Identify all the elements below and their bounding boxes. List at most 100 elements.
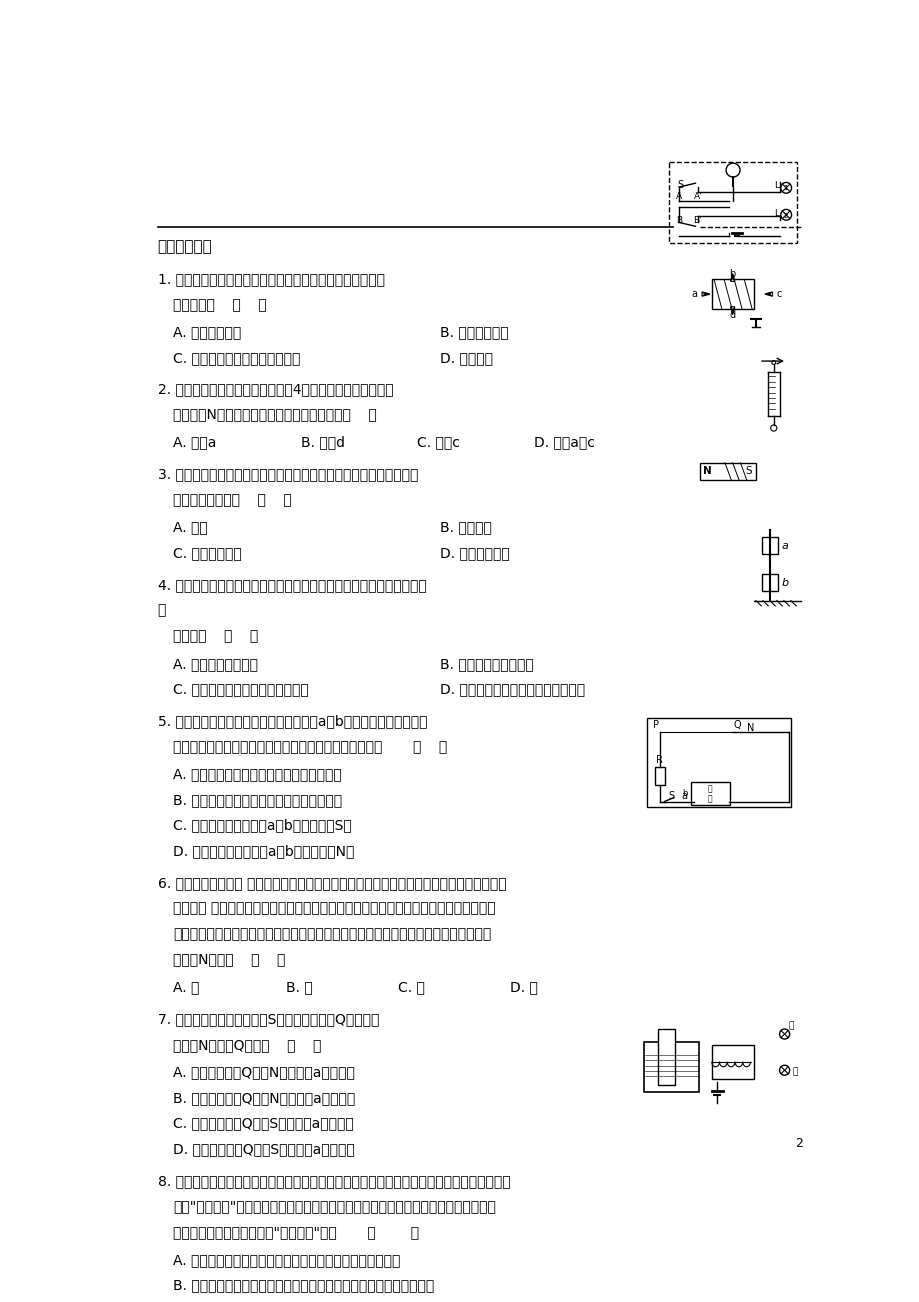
Polygon shape [760,738,764,742]
Circle shape [770,424,776,431]
Text: C. 可能有磁性，也可能没有磁性: C. 可能有磁性，也可能没有磁性 [173,352,301,365]
Text: P: P [652,720,658,729]
Text: A: A [675,191,682,201]
Text: B. 磁针d: B. 磁针d [301,435,345,449]
Text: 2: 2 [794,1137,802,1150]
Text: 2. 如图，在通电螺线管的周围放着4个能够自由转动的小磁针: 2. 如图，在通电螺线管的周围放着4个能够自由转动的小磁针 [157,381,392,396]
Text: C. 通电螺线管的Q端为S极，电源a端为正极: C. 通电螺线管的Q端为S极，电源a端为正极 [173,1116,354,1130]
Text: 游动，并聚集在小水滴北面的边缘。实验中，若把这些细菌中的磁性小体看成小磁针，: 游动，并聚集在小水滴北面的边缘。实验中，若把这些细菌中的磁性小体看成小磁针， [173,927,491,941]
Text: B. 如果物块是带电体，则两物块带同种电荷: B. 如果物块是带电体，则两物块带同种电荷 [173,793,342,807]
Text: D. 磁针a、c: D. 磁针a、c [533,435,594,449]
Text: 1. 把一根钢条靠近磁针的某个磁极时，发现该磁极被吸引，: 1. 把一根钢条靠近磁针的某个磁极时，发现该磁极被吸引， [157,272,384,286]
Text: S: S [744,466,752,477]
Text: N: N [703,466,711,477]
Text: N: N [746,724,754,733]
Text: 绿: 绿 [788,1021,792,1030]
Text: A. 北: A. 北 [173,980,199,995]
Text: D. 通电螺线管的Q端为S极，电源a端为负极: D. 通电螺线管的Q端为S极，电源a端为负极 [173,1142,355,1156]
Bar [761,574,777,591]
Bar [761,538,777,555]
Text: 4. 物理学中用光线来描述光的传播路径，用磁感线来描述磁场，以下说: 4. 物理学中用光线来描述光的传播路径，用磁感线来描述磁场，以下说 [157,578,425,592]
Text: 四、课时导练: 四、课时导练 [157,240,212,254]
Text: Q: Q [732,720,741,729]
Text: B. 逐渐减小: B. 逐渐减小 [440,521,492,534]
Text: C. 西: C. 西 [397,980,425,995]
Text: A. 光线是真实存在的: A. 光线是真实存在的 [173,656,258,671]
Text: S: S [668,792,674,801]
Text: 擦滑动，此时两物块均处于平衡状态。下列推断正确的是       （    ）: 擦滑动，此时两物块均处于平衡状态。下列推断正确的是 （ ） [173,740,447,754]
Text: S: S [676,181,682,190]
Text: A. 通电螺线管的Q端为N极，电源a端为正极: A. 通电螺线管的Q端为N极，电源a端为正极 [173,1065,355,1079]
Polygon shape [730,307,734,315]
Polygon shape [701,292,704,296]
Text: 以下几种情况中，属于这种"等效方法"的是       （        ）: 以下几种情况中，属于这种"等效方法"的是 （ ） [173,1225,419,1240]
Text: A': A' [693,191,701,201]
Circle shape [771,361,775,365]
Polygon shape [760,734,767,742]
Text: C. 先减小再增大: C. 先减小再增大 [173,546,242,560]
Text: b: b [682,789,687,798]
Bar [699,462,755,479]
Text: 7. 如右图所示，当闭合开关S后，通电螺线管Q端附近的: 7. 如右图所示，当闭合开关S后，通电螺线管Q端附近的 [157,1013,379,1026]
Circle shape [778,1029,789,1039]
Text: a: a [681,792,686,801]
Text: 则它的N极指向    （    ）: 则它的N极指向 （ ） [173,953,285,966]
Polygon shape [701,292,709,296]
Bar [654,767,664,785]
Text: C. 如果物块是磁体，则a、b的下端都是S极: C. 如果物块是磁体，则a、b的下端都是S极 [173,819,351,832]
Text: B. 南: B. 南 [285,980,312,995]
Text: d: d [729,310,735,320]
Text: c: c [776,289,781,299]
Polygon shape [730,307,734,310]
Circle shape [780,182,790,193]
Bar [668,163,796,243]
Polygon shape [730,279,734,281]
Text: B: B [675,216,682,225]
Text: 1: 1 [782,185,787,191]
Text: R: R [655,755,663,764]
Bar [657,1030,674,1085]
Text: 6. 经科学家研究发现 在某些细菌的细胞质中有一些磁性小体，它们相当于一个个微小磁针。: 6. 经科学家研究发现 在某些细菌的细胞质中有一些磁性小体，它们相当于一个个微小… [157,876,505,891]
Circle shape [778,1065,789,1075]
Text: a: a [780,540,788,551]
Text: 5. 如图所示，塑料杆固定在绝缘桌面上，a、b两个物块可在杆上无摩: 5. 如图所示，塑料杆固定在绝缘桌面上，a、b两个物块可在杆上无摩 [157,715,426,729]
Polygon shape [764,292,772,296]
Text: 则这根钢条    （    ）: 则这根钢条 （ ） [173,298,267,312]
Bar [647,719,790,807]
Bar [690,783,729,806]
Text: B. 一定没有磁性: B. 一定没有磁性 [440,326,508,340]
Text: 8. 根据作用效果相同的原理，作用在同一个物体上的两个力，我们可以用一个合力来代替它。: 8. 根据作用效果相同的原理，作用在同一个物体上的两个力，我们可以用一个合力来代… [157,1174,510,1189]
Text: b: b [780,578,788,587]
Text: L: L [773,181,777,190]
Text: D. 磁感线描述的磁场不是真实存在的: D. 磁感线描述的磁场不是真实存在的 [440,682,585,697]
Text: L: L [773,208,777,217]
Bar [643,1042,698,1092]
Text: B. 在研究电现象时，用电流产生的效应来研究看不见、摸不着的电流: B. 在研究电现象时，用电流产生的效应来研究看不见、摸不着的电流 [173,1279,434,1292]
Text: D. 无法判断: D. 无法判断 [440,352,493,365]
Text: B. 通电螺线管的Q端为N极，电源a端为负极: B. 通电螺线管的Q端为N极，电源a端为负极 [173,1091,355,1105]
Text: D. 先增大再减小: D. 先增大再减小 [440,546,510,560]
Text: 正确的是    （    ）: 正确的是 （ ） [173,629,258,643]
Text: 小磁针N极转向Q端，则    （    ）: 小磁针N极转向Q端，则 （ ） [173,1038,321,1052]
Text: 3. 如图，弹簧测力计下吊挂一个铁球，将铁球自左向右逐渐移动时，: 3. 如图，弹簧测力计下吊挂一个铁球，将铁球自左向右逐渐移动时， [157,467,417,482]
Text: A. 磁针a: A. 磁针a [173,435,216,449]
Polygon shape [769,292,772,296]
Text: 红: 红 [792,1068,798,1077]
Text: 2: 2 [782,212,787,219]
Text: B. 磁感线是真实存在的: B. 磁感线是真实存在的 [440,656,534,671]
Circle shape [725,163,739,177]
Text: 法: 法 [157,604,165,617]
Text: C. 磁针c: C. 磁针c [417,435,460,449]
Text: C. 光作为一种电磁波是真实存在的: C. 光作为一种电磁波是真实存在的 [173,682,309,697]
Text: 实验证明 在只有地磁场而没有其它磁场作用时，小水滴中的一些细菌会持续不断地向北: 实验证明 在只有地磁场而没有其它磁场作用时，小水滴中的一些细菌会持续不断地向北 [173,901,495,915]
Text: 弹簧测力计的读数    （    ）: 弹簧测力计的读数 （ ） [173,492,291,506]
Polygon shape [730,273,734,281]
Circle shape [780,210,790,220]
Text: a: a [690,289,697,299]
Text: A. 一定具有磁性: A. 一定具有磁性 [173,326,241,340]
Text: D. 东: D. 东 [510,980,538,995]
Text: A. 不变: A. 不变 [173,521,208,534]
Bar [711,280,754,309]
Text: A. 如果物块是带电体，则两物块带异种电荷: A. 如果物块是带电体，则两物块带异种电荷 [173,768,342,781]
Text: B': B' [693,216,701,225]
